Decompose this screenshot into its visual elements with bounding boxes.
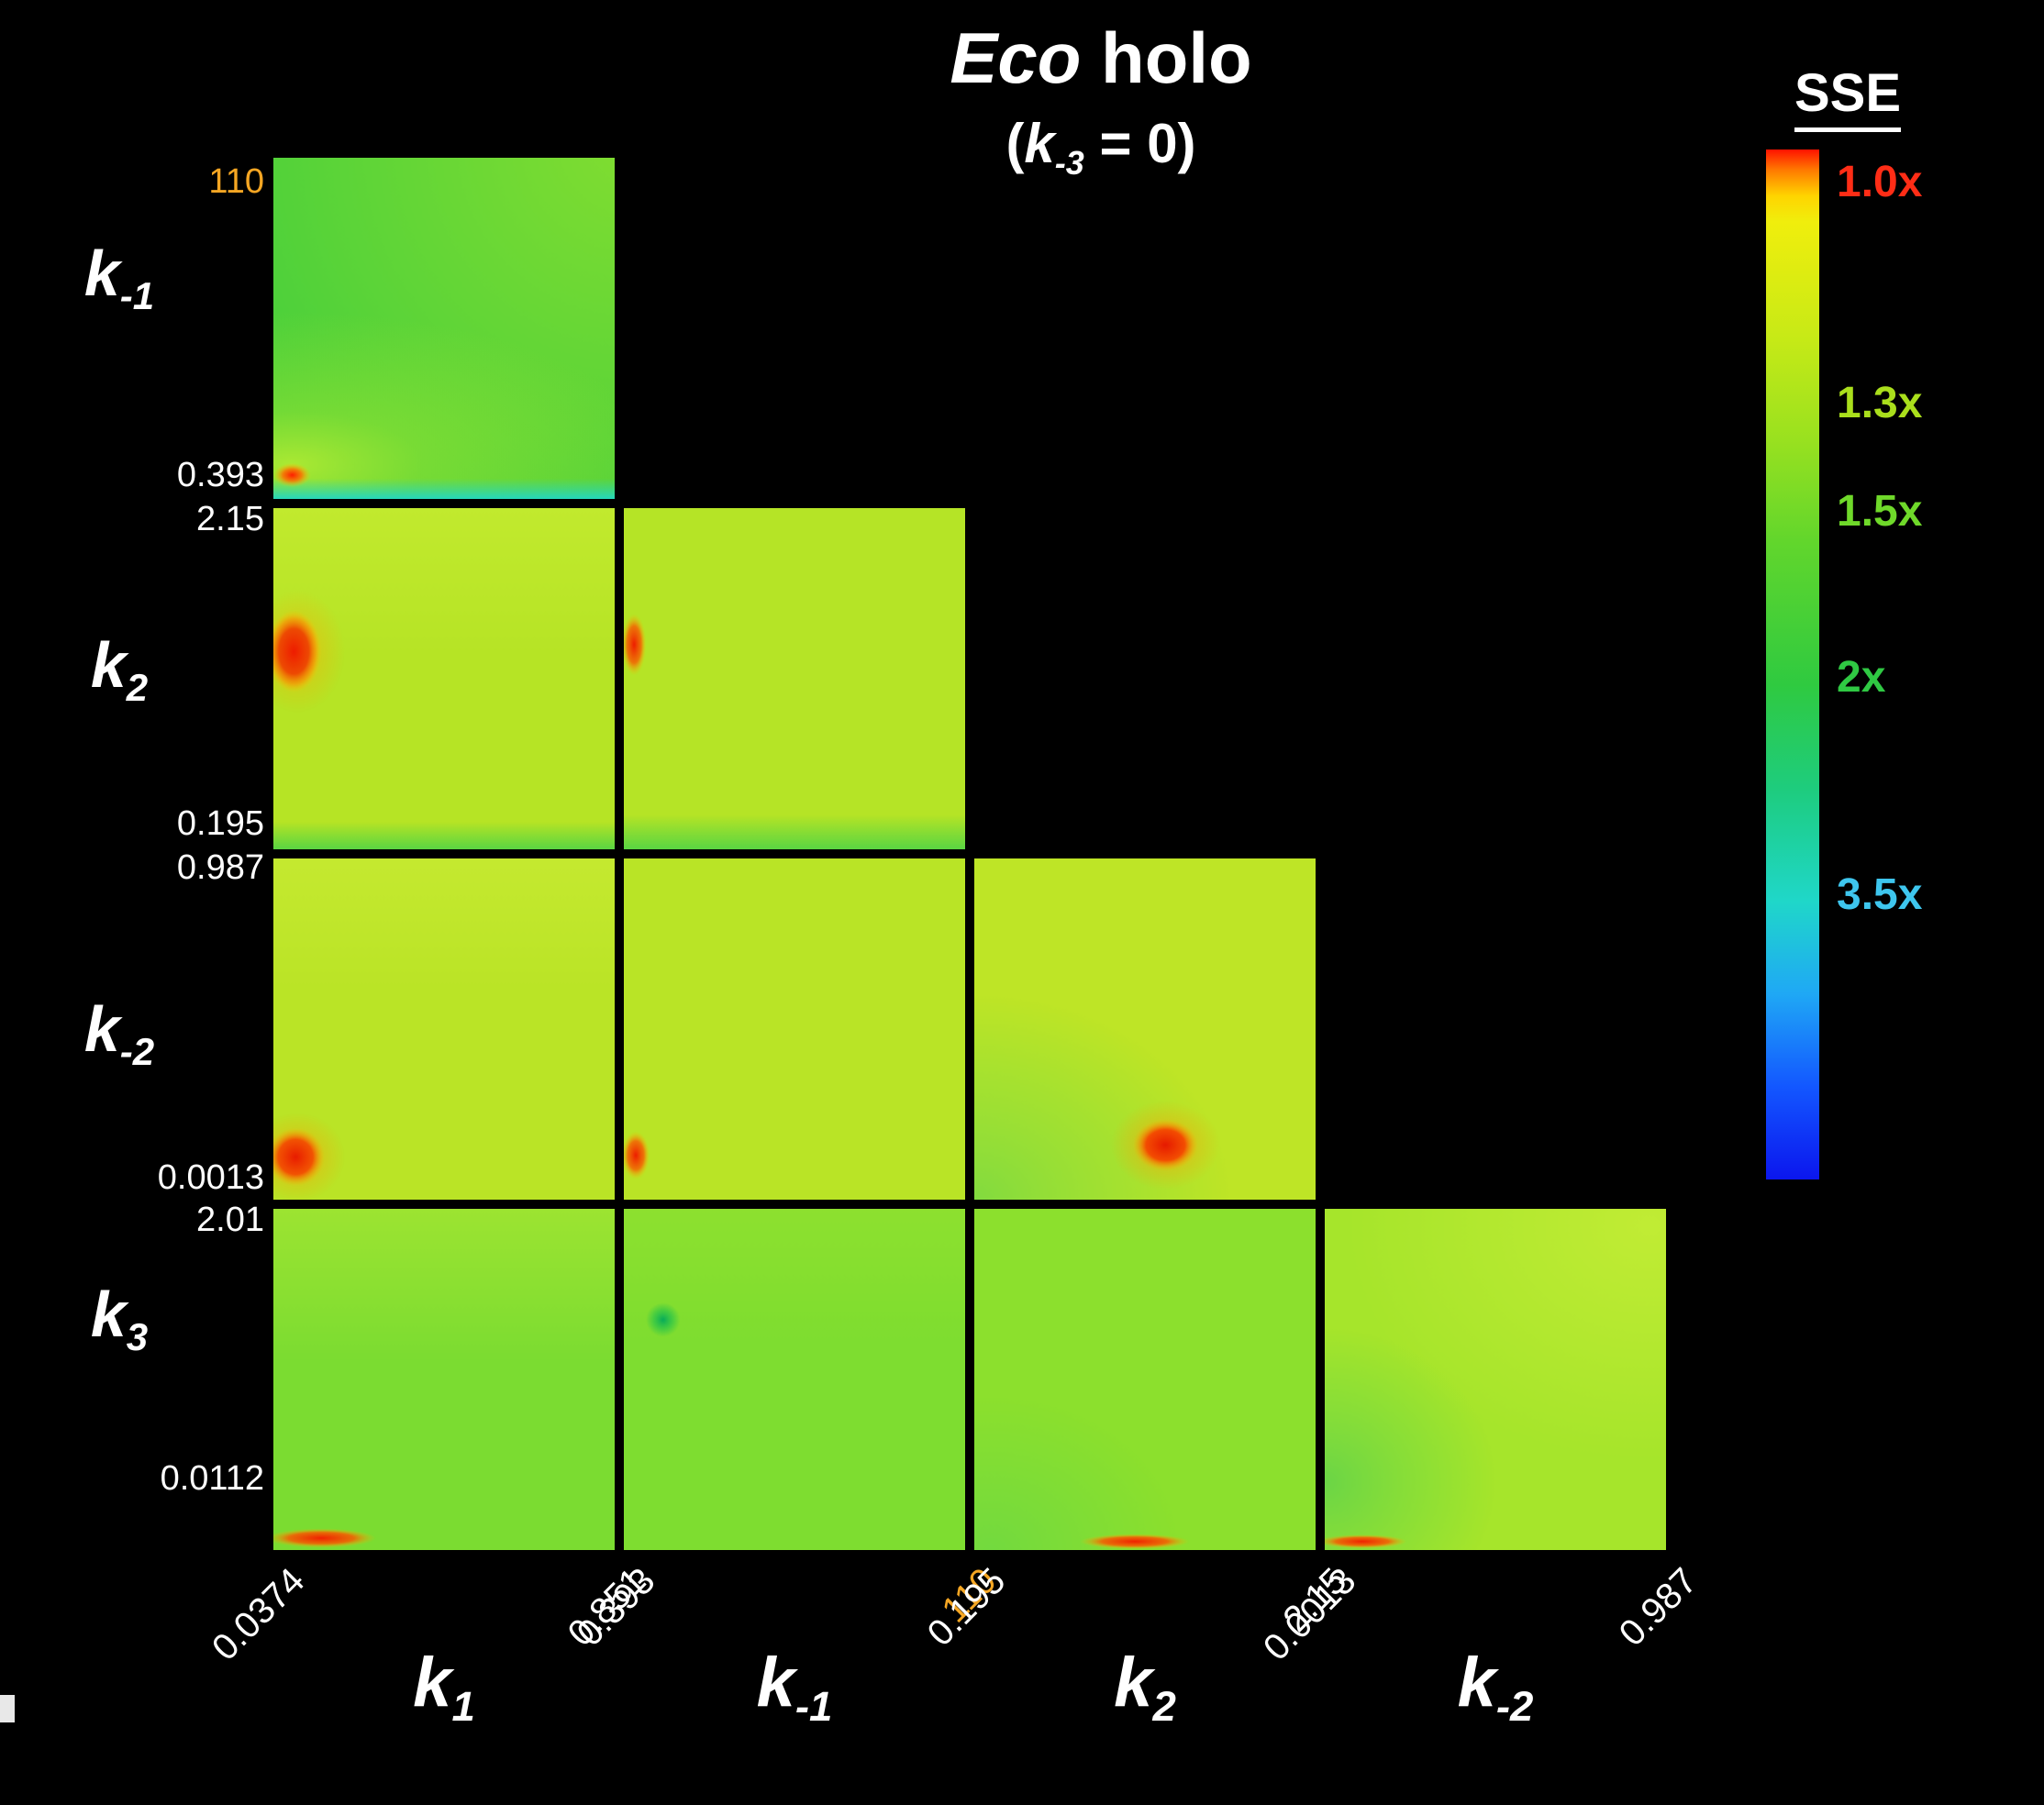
y-tick-top-k-2: 0.987: [176, 848, 264, 887]
title-rest-part: holo: [1081, 17, 1252, 98]
row-label-base: k: [83, 993, 120, 1065]
row-label-k3: k3: [28, 1264, 211, 1365]
heatmap-panel-k2-vs-k1: [273, 508, 615, 849]
colorbar-tick-1.3x: 1.3x: [1837, 379, 1923, 428]
row-label-base: k: [90, 629, 127, 702]
col-label-k1: k1: [261, 1633, 628, 1733]
subtitle-subscript: -3: [1054, 144, 1084, 182]
col-label-sub: 2: [1152, 1683, 1176, 1731]
row-label-sub: 3: [126, 1315, 149, 1359]
heatmap-panel-k2-vs-k-1: [624, 508, 965, 849]
colorbar-title-text: SSE: [1794, 62, 1902, 132]
colorbar-title: SSE: [1765, 62, 1930, 132]
heatmap-panel-k-2-vs-k2: [974, 858, 1316, 1200]
y-tick-top-k3: 2.01: [196, 1201, 264, 1239]
y-tick-top-k2: 2.15: [196, 500, 264, 538]
col-label-sub: 1: [451, 1683, 475, 1731]
crop-artifact: [0, 1695, 15, 1722]
y-tick-bottom-k-2: 0.0013: [157, 1158, 264, 1197]
row-label-k-2: k-2: [28, 979, 211, 1080]
subtitle-close: = 0): [1083, 113, 1196, 174]
y-tick-top-k-1: 110: [208, 162, 264, 201]
colorbar-tick-3.5x: 3.5x: [1837, 870, 1923, 920]
row-label-k-1: k-1: [28, 223, 211, 324]
col-label-base: k: [413, 1644, 452, 1722]
col-label-k-1: k-1: [611, 1633, 978, 1733]
row-label-sub: -2: [119, 1030, 155, 1073]
colorbar-tick-2x: 2x: [1837, 653, 1886, 703]
title-italic-part: Eco: [950, 17, 1082, 98]
colorbar-tick-1.5x: 1.5x: [1837, 487, 1923, 537]
colorbar-gradient: [1766, 149, 1819, 1179]
heatmap-panel-k-2-vs-k-1: [624, 858, 965, 1200]
col-label-base: k: [1114, 1644, 1153, 1722]
row-label-base: k: [83, 238, 120, 310]
y-tick-bottom-k2: 0.195: [176, 804, 264, 843]
heatmap-panel-k-1-vs-k1: [273, 158, 615, 499]
heatmap-panel-k3-vs-k2: [974, 1209, 1316, 1550]
y-tick-bottom-k-1: 0.393: [176, 456, 264, 494]
row-label-base: k: [90, 1279, 127, 1351]
heatmap-panel-k3-vs-k-2: [1325, 1209, 1666, 1550]
colorbar-tick-1.0x: 1.0x: [1837, 157, 1923, 206]
figure-subtitle: (k-3 = 0): [642, 112, 1560, 183]
heatmap-panel-k3-vs-k-1: [624, 1209, 965, 1550]
col-label-base: k: [1457, 1644, 1496, 1722]
col-label-base: k: [756, 1644, 795, 1722]
figure-title: Eco holo: [642, 17, 1560, 100]
row-label-sub: -1: [119, 274, 155, 318]
heatmap-panel-k3-vs-k1: [273, 1209, 615, 1550]
col-label-sub: -1: [794, 1683, 833, 1731]
y-tick-bottom-k3: 0.0112: [160, 1459, 264, 1498]
col-label-k2: k2: [961, 1633, 1328, 1733]
col-label-sub: -2: [1495, 1683, 1534, 1731]
row-label-sub: 2: [126, 666, 149, 710]
subtitle-open: (: [1005, 113, 1025, 174]
row-label-k2: k2: [28, 615, 211, 715]
subtitle-k: k: [1024, 113, 1055, 174]
col-label-k-2: k-2: [1312, 1633, 1679, 1733]
heatmap-panel-k-2-vs-k1: [273, 858, 615, 1200]
